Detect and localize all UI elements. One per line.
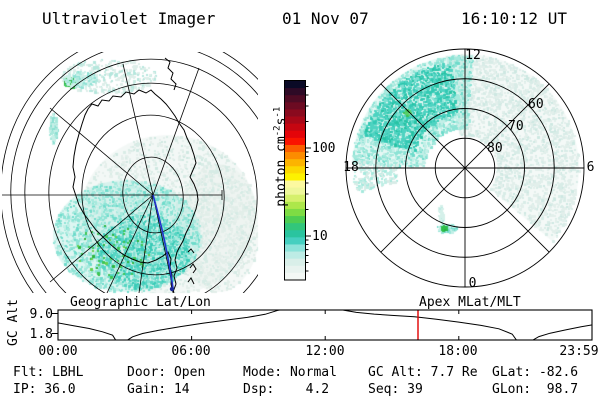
meridian-lines (2, 63, 223, 293)
mlt-label-0: 0 (468, 276, 477, 291)
time-readout: 16:10:12 UT (461, 9, 567, 28)
chart-axis-ticks (52, 310, 460, 340)
apex-polar-grid (345, 48, 585, 288)
status-glat: GLat: -82.6 (492, 365, 579, 380)
status-mode: Mode: Normal (243, 365, 337, 380)
mlat-label-70: 70 (508, 119, 524, 134)
colorbar-tick-100: 100 (312, 141, 336, 156)
app-title: Ultraviolet Imager (42, 9, 216, 28)
mlt-label-6: 6 (586, 160, 595, 175)
y-tick-9: 9.0 (29, 307, 53, 322)
colorbar-units-text2: s (274, 117, 289, 126)
colorbar-frame (284, 80, 306, 281)
x-tick-0600: 06:00 (171, 344, 211, 359)
latitude-ellipses (2, 52, 258, 293)
mlt-label-12: 12 (465, 48, 481, 63)
gc-alt-chart (52, 309, 593, 341)
colorbar-units-label: photon cm-2s-1 (259, 107, 289, 238)
mlat-label-80: 80 (487, 141, 503, 156)
status-glon: GLon: 98.7 (492, 382, 579, 397)
x-tick-1800: 18:00 (438, 344, 478, 359)
colorbar-units-exp1: -2 (272, 125, 283, 137)
status-dsp: Dsp: 4.2 (243, 382, 330, 397)
right-panel-caption: Apex MLat/MLT (419, 295, 521, 310)
y-tick-1-8: 1.8 (29, 327, 53, 342)
status-gc-alt: GC Alt: 7.7 Re (368, 365, 478, 380)
status-gain: Gain: 14 (127, 382, 190, 397)
colorbar-bands (285, 81, 305, 281)
status-ip: IP: 36.0 (13, 382, 76, 397)
geographic-grid (2, 52, 258, 293)
date-readout: 01 Nov 07 (282, 9, 369, 28)
status-seq: Seq: 39 (368, 382, 423, 397)
left-panel-caption: Geographic Lat/Lon (70, 295, 211, 310)
x-tick-1200: 12:00 (305, 344, 345, 359)
colorbar-units-exp2: -1 (272, 106, 283, 118)
colorbar-units-text: photon cm (274, 136, 289, 207)
satellite-track (152, 194, 175, 292)
mlt-spokes (346, 49, 584, 287)
colorbar-tick-10: 10 (312, 229, 328, 244)
mlt-label-18: 18 (343, 160, 359, 175)
mlat-label-60: 60 (528, 97, 544, 112)
status-flt: Flt: LBHL (13, 365, 84, 380)
x-tick-0000: 00:00 (38, 344, 78, 359)
x-tick-2359: 23:59 (559, 344, 599, 359)
coastline-antarctica (72, 57, 199, 293)
gc-alt-axis-label: GC Alt (6, 299, 21, 346)
status-door: Door: Open (127, 365, 206, 380)
colorbar-ticks (305, 86, 311, 272)
